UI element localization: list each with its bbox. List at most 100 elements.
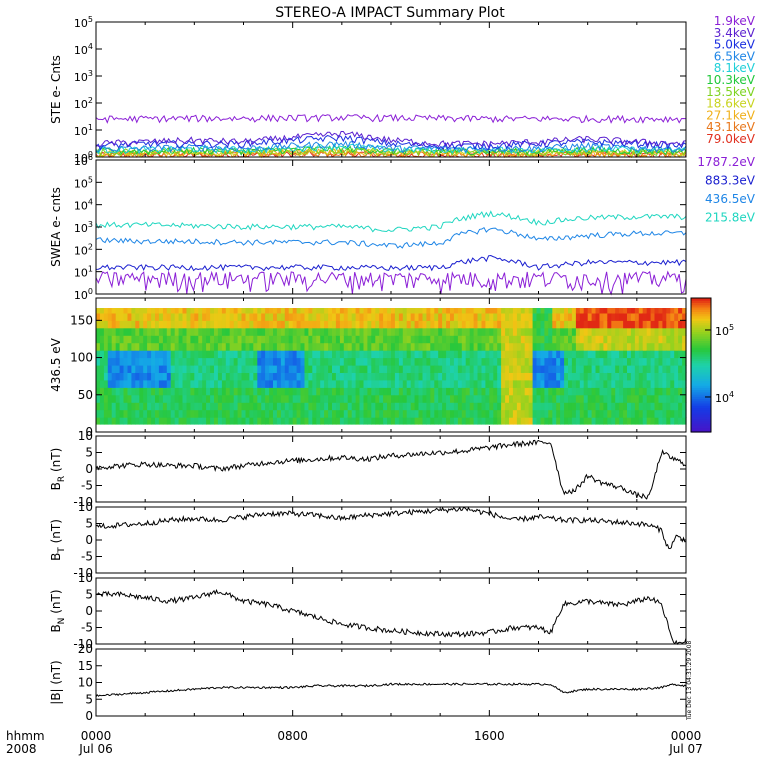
legend-item-ste: 13.5keV — [706, 85, 756, 99]
series-line-ste-10.3keV — [95, 144, 687, 157]
svg-text:STE e- Cnts: STE e- Cnts — [49, 55, 63, 124]
bt-y-axis-label: BT (nT) — [49, 519, 67, 561]
legend-item-ste: 1.9keV — [714, 14, 756, 28]
legend-item-ste: 10.3keV — [706, 73, 756, 87]
swea-y-tick-label: 103 — [74, 220, 93, 235]
bn-y-tick-label: 10 — [78, 571, 93, 585]
br-y-axis-label: BR (nT) — [49, 448, 67, 491]
btot-y-axis-label: |B| (nT) — [49, 660, 63, 704]
series-line-ste-6.5keV — [95, 140, 687, 154]
bt-y-tick-label: 5 — [85, 517, 93, 531]
series-line-swea-883.3eV — [95, 254, 687, 272]
pad-y-tick-label: 150 — [70, 313, 93, 327]
bn-y-tick-label: -5 — [81, 621, 93, 635]
swea-y-tick-label: 105 — [74, 175, 93, 190]
legend-item-ste: 43.1keV — [706, 120, 756, 134]
br-y-tick-label: -10 — [73, 495, 93, 509]
ste-y-axis-label: STE e- Cnts — [49, 55, 63, 124]
series-line-ste-8.1keV — [95, 142, 687, 155]
colorbar — [690, 297, 712, 433]
plot-title: STEREO-A IMPACT Summary Plot — [275, 5, 505, 21]
bn-panel-frame — [95, 577, 687, 645]
ste-panel-frame — [95, 21, 687, 158]
pad-y-tick-label: 50 — [78, 388, 93, 402]
series-line-btot — [95, 682, 687, 698]
ste-y-tick-label: 105 — [74, 15, 93, 30]
swea-y-tick-label: 102 — [74, 242, 93, 257]
colorbar-tick-label: 105 — [715, 323, 734, 338]
ste-y-tick-label: 100 — [74, 150, 93, 165]
legend: 1.9keV3.4keV5.0keV6.5keV8.1keV10.3keV13.… — [697, 14, 755, 225]
btot-y-tick-label: 10 — [78, 676, 93, 690]
ste-y-tick-label: 104 — [74, 42, 93, 57]
footer-year-label: 2008 — [6, 742, 37, 756]
pad-y-tick-label: 100 — [70, 351, 93, 365]
bt-y-tick-label: -10 — [73, 566, 93, 580]
bn-y-tick-label: 0 — [85, 604, 93, 618]
legend-item-swea: 883.3eV — [705, 174, 756, 188]
legend-item-ste: 27.1keV — [706, 108, 756, 122]
bt-y-tick-label: 0 — [85, 533, 93, 547]
series-line-ste-5.0keV — [95, 134, 687, 151]
series-line-bt — [95, 506, 687, 550]
legend-item-ste: 18.6keV — [706, 97, 756, 111]
swea-y-tick-label: 100 — [74, 287, 93, 302]
series-line-swea-215.8eV — [95, 210, 687, 233]
timestamp-stamp: Tue Dec 13 04:31:29 2008 — [686, 640, 693, 721]
legend-item-swea: 1787.2eV — [697, 155, 755, 169]
svg-text:BN (nT): BN (nT) — [49, 589, 67, 632]
legend-item-ste: 8.1keV — [714, 61, 756, 75]
legend-item-ste: 5.0keV — [714, 38, 756, 52]
btot-y-tick-label: 0 — [85, 709, 93, 723]
x-tick-label: 0800 — [277, 729, 308, 743]
ste-y-tick-label: 102 — [74, 96, 93, 111]
legend-item-ste: 3.4keV — [714, 26, 756, 40]
br-y-tick-label: 0 — [85, 462, 93, 476]
svg-text:BT (nT): BT (nT) — [49, 519, 67, 561]
legend-item-ste: 6.5keV — [714, 49, 756, 63]
swea-y-axis-label: SWEA e- cnts — [49, 187, 63, 267]
bn-y-tick-label: 5 — [85, 588, 93, 602]
swea-y-tick-label: 101 — [74, 265, 93, 280]
x-tick-label: 1600 — [474, 729, 505, 743]
svg-text:436.5 eV: 436.5 eV — [49, 337, 63, 392]
ste-y-tick-label: 103 — [74, 69, 93, 84]
svg-text:BR (nT): BR (nT) — [49, 448, 67, 491]
x-tick-date-label: Jul 06 — [78, 742, 113, 756]
bn-y-axis-label: BN (nT) — [49, 589, 67, 632]
bt-y-tick-label: 10 — [78, 500, 93, 514]
heatmap-cells — [96, 308, 687, 425]
swea-y-tick-label: 106 — [74, 153, 93, 168]
legend-item-swea: 436.5eV — [705, 192, 756, 206]
bt-panel-frame — [95, 506, 687, 574]
legend-item-ste: 79.0keV — [706, 132, 756, 146]
btot-y-tick-label: 20 — [78, 642, 93, 656]
svg-text:|B| (nT): |B| (nT) — [49, 660, 63, 704]
svg-text:SWEA e- cnts: SWEA e- cnts — [49, 187, 63, 267]
bn-y-tick-label: -10 — [73, 637, 93, 651]
pad-y-tick-label: 0 — [85, 425, 93, 439]
br-panel-frame — [95, 435, 687, 503]
pad-y-axis-label: 436.5 eV — [49, 337, 63, 392]
ste-y-tick-label: 101 — [74, 123, 93, 138]
series-line-bn — [95, 588, 687, 645]
footer-hhmm-label: hhmm — [6, 729, 45, 743]
x-tick-date-label: Jul 07 — [668, 742, 703, 756]
btot-y-tick-label: 15 — [78, 659, 93, 673]
legend-item-swea: 215.8eV — [705, 211, 756, 225]
br-y-tick-label: -5 — [81, 479, 93, 493]
series-line-swea-1787.2eV — [95, 270, 687, 296]
br-y-tick-label: 5 — [85, 446, 93, 460]
br-y-tick-label: 10 — [78, 429, 93, 443]
series-line-ste-3.4keV — [95, 131, 687, 149]
swea-y-tick-label: 104 — [74, 198, 93, 213]
btot-y-tick-label: 5 — [85, 692, 93, 706]
bt-y-tick-label: -5 — [81, 550, 93, 564]
series-line-ste-1.9keV — [95, 113, 687, 124]
x-tick-label: 0000 — [671, 729, 702, 743]
btot-panel-frame — [95, 648, 687, 717]
colorbar-tick-label: 104 — [715, 390, 734, 405]
